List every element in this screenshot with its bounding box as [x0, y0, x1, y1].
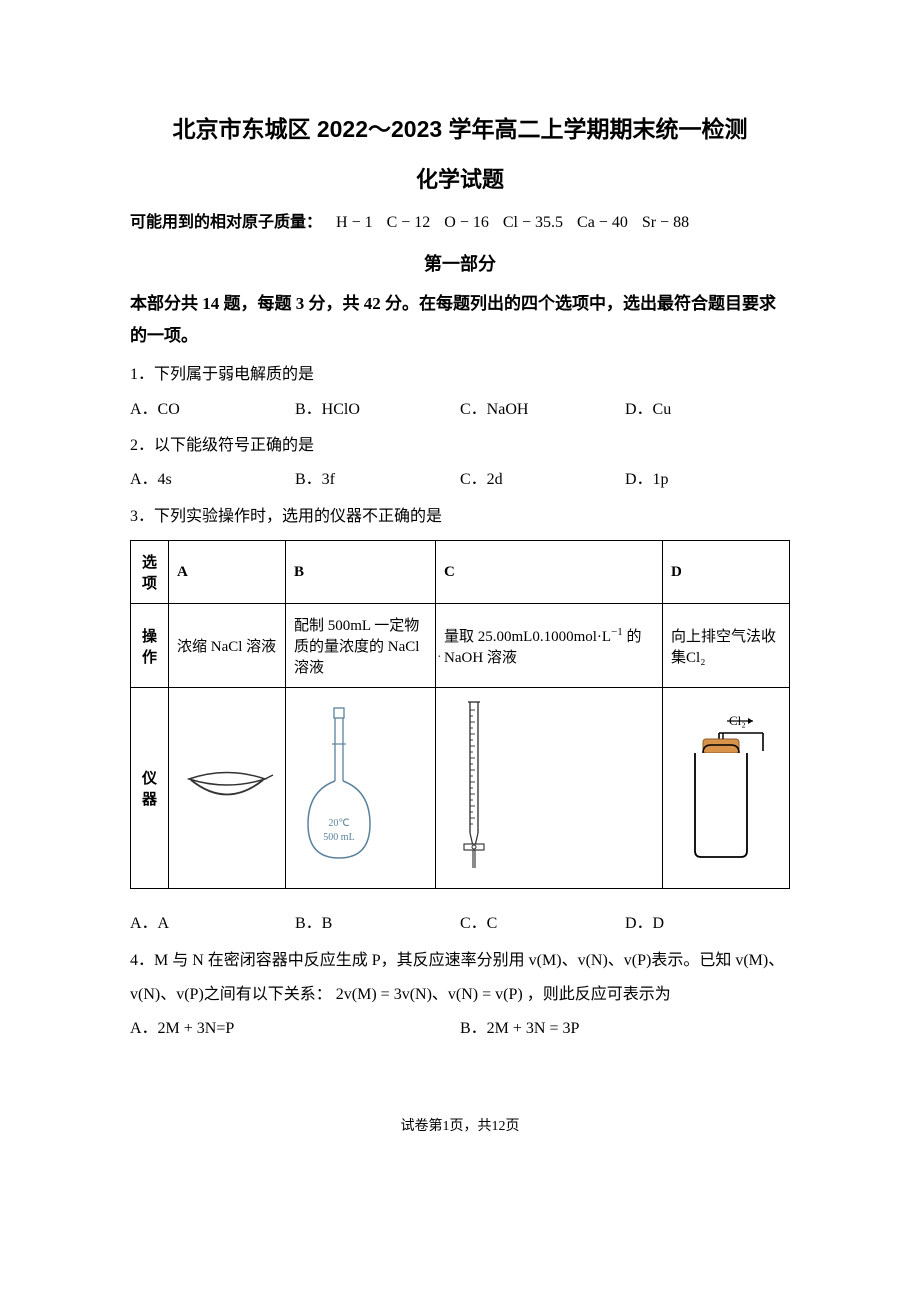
q3-header-c: C: [436, 541, 663, 604]
q2-options: A．4s B．3f C．2d D．1p: [130, 465, 790, 495]
atomic-mass-line: 可能用到的相对原子质量： H − 1 C − 12 O − 16 Cl − 35…: [130, 210, 790, 236]
q4-opt-b: B．2M + 3N = 3P: [460, 1014, 790, 1044]
page-footer: 试卷第1页，共12页: [130, 1115, 790, 1135]
q3-rowhead-inst: 仪器: [131, 688, 169, 889]
q3-op-a: 浓缩 NaCl 溶液: [169, 604, 286, 688]
q3-ans-b: B．B: [295, 909, 460, 939]
table-row: 操作 浓缩 NaCl 溶液 配制 500mL 一定物质的量浓度的 NaCl 溶液…: [131, 604, 790, 688]
table-row: 选项 A B C D: [131, 541, 790, 604]
q3-instrument-a: [169, 688, 286, 889]
q3-op-d: 向上排空气法收集Cl₂: [663, 604, 790, 688]
q2-opt-d: D．1p: [625, 465, 790, 495]
q4-stem2-post: ，则此反应可表示为: [527, 986, 671, 1003]
q1-opt-d: D．Cu: [625, 395, 790, 425]
q3-op-c: · 量取 25.00mL0.1000mol·L−1 的 NaOH 溶液: [436, 604, 663, 688]
q3-header-d: D: [663, 541, 790, 604]
q3-ans-a: A．A: [130, 909, 295, 939]
atomic-item: H − 1: [336, 210, 373, 236]
q4-stem-line2: v(N)、v(P)之间有以下关系： 2v(M) = 3v(N)、v(N) = v…: [130, 980, 790, 1010]
q3-instrument-c: [436, 688, 663, 889]
atomic-item: Sr − 88: [642, 210, 689, 236]
title-sub: 化学试题: [130, 162, 790, 194]
q4-stem-line1: 4．M 与 N 在密闭容器中反应生成 P，其反应速率分别用 v(M)、v(N)、…: [130, 946, 790, 976]
q1-options: A．CO B．HClO C．NaOH D．Cu: [130, 395, 790, 425]
q1-stem: 1．下列属于弱电解质的是: [130, 360, 790, 390]
atomic-label: 可能用到的相对原子质量：: [130, 214, 322, 231]
section-heading: 第一部分: [130, 250, 790, 276]
q3-table: 选项 A B C D 操作 浓缩 NaCl 溶液 配制 500mL 一定物质的量…: [130, 540, 790, 889]
burette-icon: [444, 698, 504, 873]
q1-opt-c: C．NaOH: [460, 395, 625, 425]
evaporating-dish-icon: [177, 761, 277, 811]
atomic-item: C − 12: [387, 210, 431, 236]
q3-instrument-d: Cl₂: [663, 688, 790, 889]
gas-collection-bottle-icon: Cl₂: [671, 711, 781, 861]
q4-opt-a: A．2M + 3N=P: [130, 1014, 460, 1044]
flask-vol-label: 500 mL: [323, 832, 354, 843]
atomic-item: Ca − 40: [577, 210, 628, 236]
watermark-dot: ·: [437, 650, 442, 666]
q2-stem: 2．以下能级符号正确的是: [130, 431, 790, 461]
superscript-minus-one: −1: [611, 626, 623, 638]
instruction: 本部分共 14 题，每题 3 分，共 42 分。在每题列出的四个选项中，选出最符…: [130, 288, 790, 353]
atomic-item: O − 16: [444, 210, 489, 236]
q3-header-col: 选项: [131, 541, 169, 604]
q3-op-c-pre: 量取 25.00mL0.1000mol·L: [444, 629, 611, 645]
q1-opt-a: A．CO: [130, 395, 295, 425]
q2-opt-a: A．4s: [130, 465, 295, 495]
flask-temp-label: 20℃: [328, 818, 349, 829]
q3-answer-options: A．A B．B C．C D．D: [130, 909, 790, 939]
q3-rowhead-op: 操作: [131, 604, 169, 688]
table-row: 仪器 20℃ 500 mL: [131, 688, 790, 889]
volumetric-flask-icon: 20℃ 500 mL: [294, 706, 384, 866]
title-main: 北京市东城区 2022～2023 学年高二上学期期末统一检测: [130, 110, 790, 144]
q3-ans-d: D．D: [625, 909, 790, 939]
q3-header-a: A: [169, 541, 286, 604]
q3-header-b: B: [286, 541, 436, 604]
q4-relation: 2v(M) = 3v(N)、v(N) = v(P): [336, 986, 523, 1003]
atomic-item: Cl − 35.5: [503, 210, 563, 236]
q4-stem2-pre: v(N)、v(P)之间有以下关系：: [130, 986, 332, 1003]
q1-opt-b: B．HClO: [295, 395, 460, 425]
q2-opt-c: C．2d: [460, 465, 625, 495]
q3-stem: 3．下列实验操作时，选用的仪器不正确的是: [130, 502, 790, 532]
q3-op-d-gas: Cl₂: [686, 650, 705, 666]
q3-instrument-b: 20℃ 500 mL: [286, 688, 436, 889]
q4-options: A．2M + 3N=P B．2M + 3N = 3P: [130, 1014, 790, 1044]
q2-opt-b: B．3f: [295, 465, 460, 495]
q3-ans-c: C．C: [460, 909, 625, 939]
q3-op-b: 配制 500mL 一定物质的量浓度的 NaCl 溶液: [286, 604, 436, 688]
